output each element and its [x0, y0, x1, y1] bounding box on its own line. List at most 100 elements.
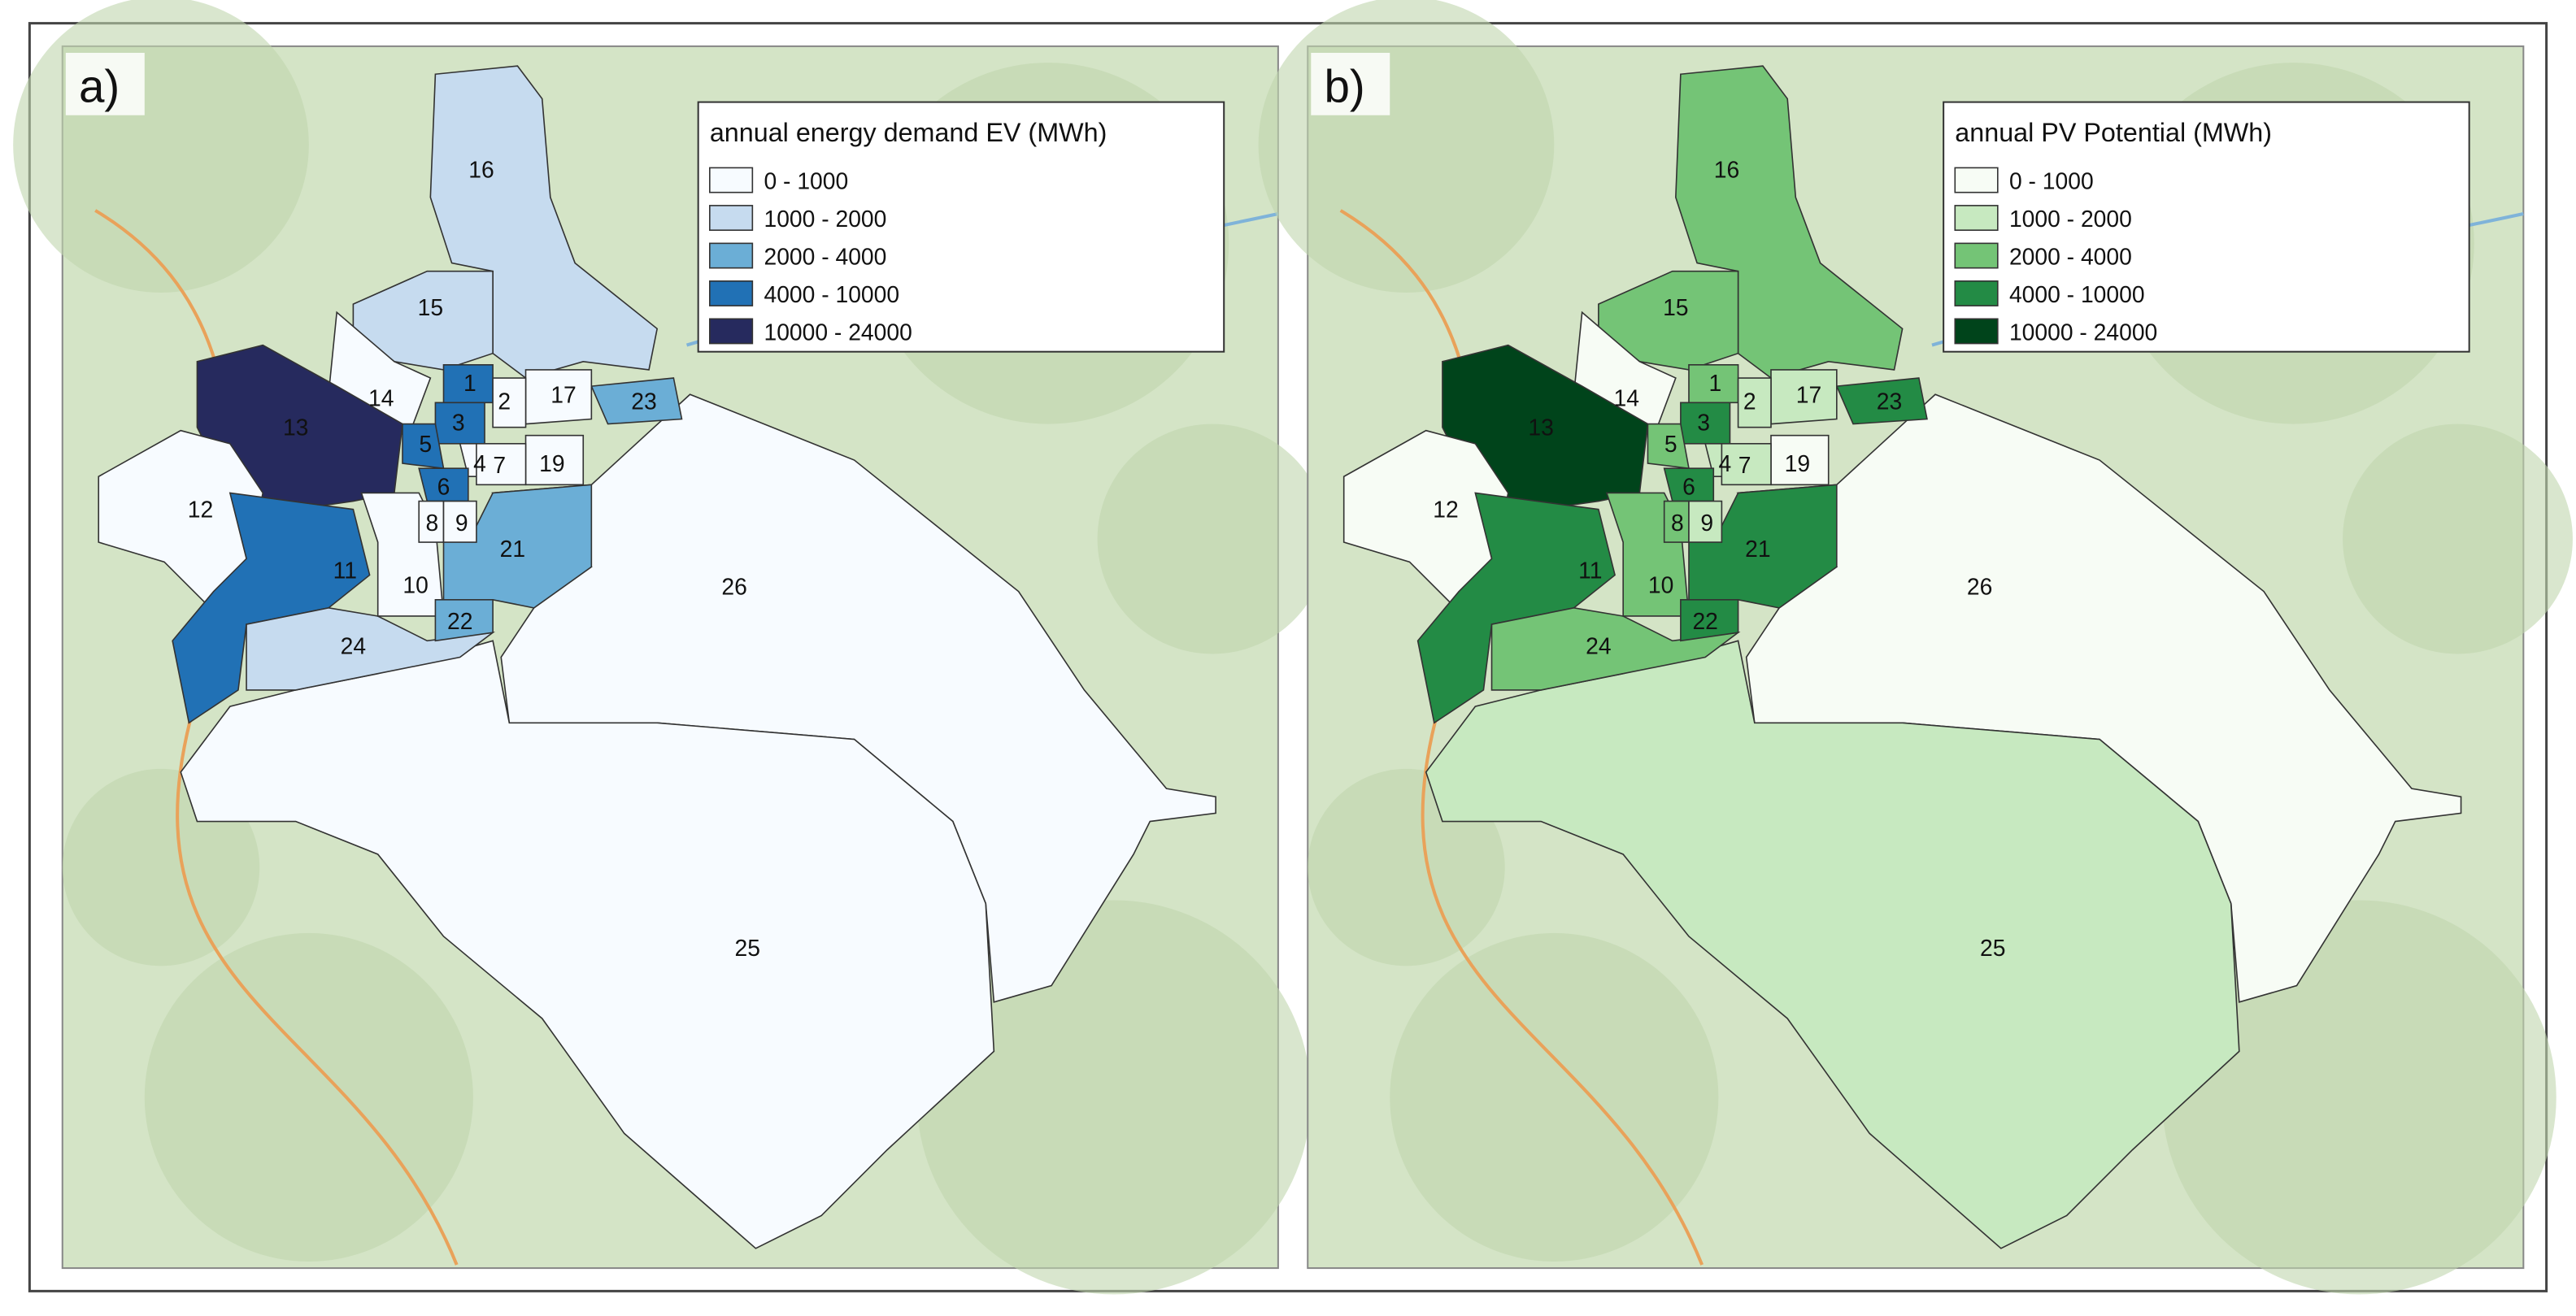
region-label: 14: [368, 384, 394, 410]
legend-swatch: [1954, 318, 1999, 345]
region-label: 25: [735, 935, 760, 961]
legend-swatch: [709, 205, 754, 231]
region-label: 10: [402, 572, 428, 598]
legend-swatch: [709, 318, 754, 345]
region-label: 2: [1743, 388, 1756, 414]
region-label: 14: [1613, 384, 1638, 410]
region-label: 24: [341, 632, 366, 658]
panel-label: b): [1324, 61, 1364, 112]
region-label: 6: [437, 473, 450, 499]
legend-swatch: [1954, 167, 1999, 193]
legend-label: 4000 - 10000: [764, 281, 899, 307]
legend-label: 10000 - 24000: [2009, 319, 2157, 345]
region-label: 7: [493, 452, 506, 478]
region-label: 22: [447, 608, 472, 634]
terrain-shade: [144, 932, 473, 1262]
region-label: 15: [1663, 294, 1688, 320]
legend-label: 2000 - 4000: [764, 244, 886, 270]
region-label: 5: [1664, 431, 1677, 457]
region-label: 13: [283, 415, 308, 441]
region: [492, 377, 527, 428]
legend-swatch: [1954, 280, 1999, 306]
region-label: 21: [1745, 536, 1770, 562]
legend-swatch: [709, 242, 754, 269]
region-label: 8: [1671, 510, 1684, 536]
region-label: 3: [1697, 410, 1710, 436]
region: [1675, 65, 1904, 379]
region-label: 2: [498, 388, 511, 414]
region: [1721, 443, 1772, 486]
region-label: 11: [1578, 558, 1602, 584]
legend-label: 1000 - 2000: [764, 206, 886, 232]
region-label: 5: [419, 431, 432, 457]
region-label: 12: [1433, 497, 1458, 523]
legend-label: 0 - 1000: [764, 168, 848, 194]
region-label: 12: [188, 497, 213, 523]
region-label: 11: [333, 558, 357, 584]
region: [1490, 607, 1741, 691]
region: [434, 598, 494, 642]
legend-label: 1000 - 2000: [2009, 206, 2132, 232]
panel-label: a): [79, 61, 120, 112]
region: [172, 492, 371, 724]
region: [1416, 492, 1616, 724]
legend-label: 4000 - 10000: [2009, 281, 2145, 307]
legend-title: annual energy demand EV (MWh): [710, 118, 1107, 147]
terrain-shade: [1258, 0, 1555, 293]
region-label: 24: [1586, 632, 1611, 658]
region-label: 10: [1648, 572, 1673, 598]
region-label: 16: [1714, 157, 1739, 183]
legend-label: 10000 - 24000: [764, 319, 912, 345]
region-label: 19: [539, 450, 564, 476]
region-label: 3: [452, 410, 465, 436]
region-label: 7: [1738, 452, 1751, 478]
panel-label-bg: [1311, 52, 1390, 115]
region-label: 15: [418, 294, 443, 320]
region: [1736, 393, 2462, 1003]
region: [246, 607, 496, 691]
region-label: 25: [1980, 935, 2005, 961]
legend-swatch: [1954, 242, 1999, 269]
region-label: 4: [1719, 450, 1732, 476]
legend-box: [697, 101, 1225, 353]
region: [429, 65, 659, 379]
legend-box: [1943, 101, 2470, 353]
terrain-shade: [13, 0, 309, 293]
region: [490, 393, 1216, 1003]
region-label: 23: [631, 388, 656, 414]
region: [590, 377, 683, 425]
legend-swatch: [709, 167, 754, 193]
road: [94, 209, 459, 1266]
region-label: 1: [463, 370, 476, 396]
region-label: 9: [455, 510, 468, 536]
region-label: 6: [1682, 473, 1695, 499]
region: [1737, 377, 1772, 428]
region-label: 17: [1796, 381, 1821, 407]
region-label: 4: [473, 450, 486, 476]
region-label: 9: [1700, 510, 1713, 536]
terrain-shade: [2343, 423, 2573, 654]
road: [1339, 209, 1704, 1266]
panel-label-bg: [65, 52, 145, 115]
region-label: 1: [1708, 370, 1721, 396]
terrain-shade: [2161, 900, 2556, 1295]
region-label: 16: [468, 157, 494, 183]
legend-label: 0 - 1000: [2009, 168, 2094, 194]
legend-swatch: [1954, 205, 1999, 231]
region-label: 8: [426, 510, 439, 536]
region-label: 21: [500, 536, 525, 562]
region-label: 19: [1785, 450, 1810, 476]
legend-title: annual PV Potential (MWh): [1955, 118, 2272, 147]
region-label: 26: [721, 574, 746, 600]
region-label: 17: [550, 381, 576, 407]
terrain-shade: [1097, 423, 1328, 654]
region-label: 23: [1877, 388, 1902, 414]
terrain-shade: [1390, 932, 1719, 1262]
legend-label: 2000 - 4000: [2009, 244, 2132, 270]
terrain-shade: [916, 900, 1312, 1295]
legend-swatch: [709, 280, 754, 306]
